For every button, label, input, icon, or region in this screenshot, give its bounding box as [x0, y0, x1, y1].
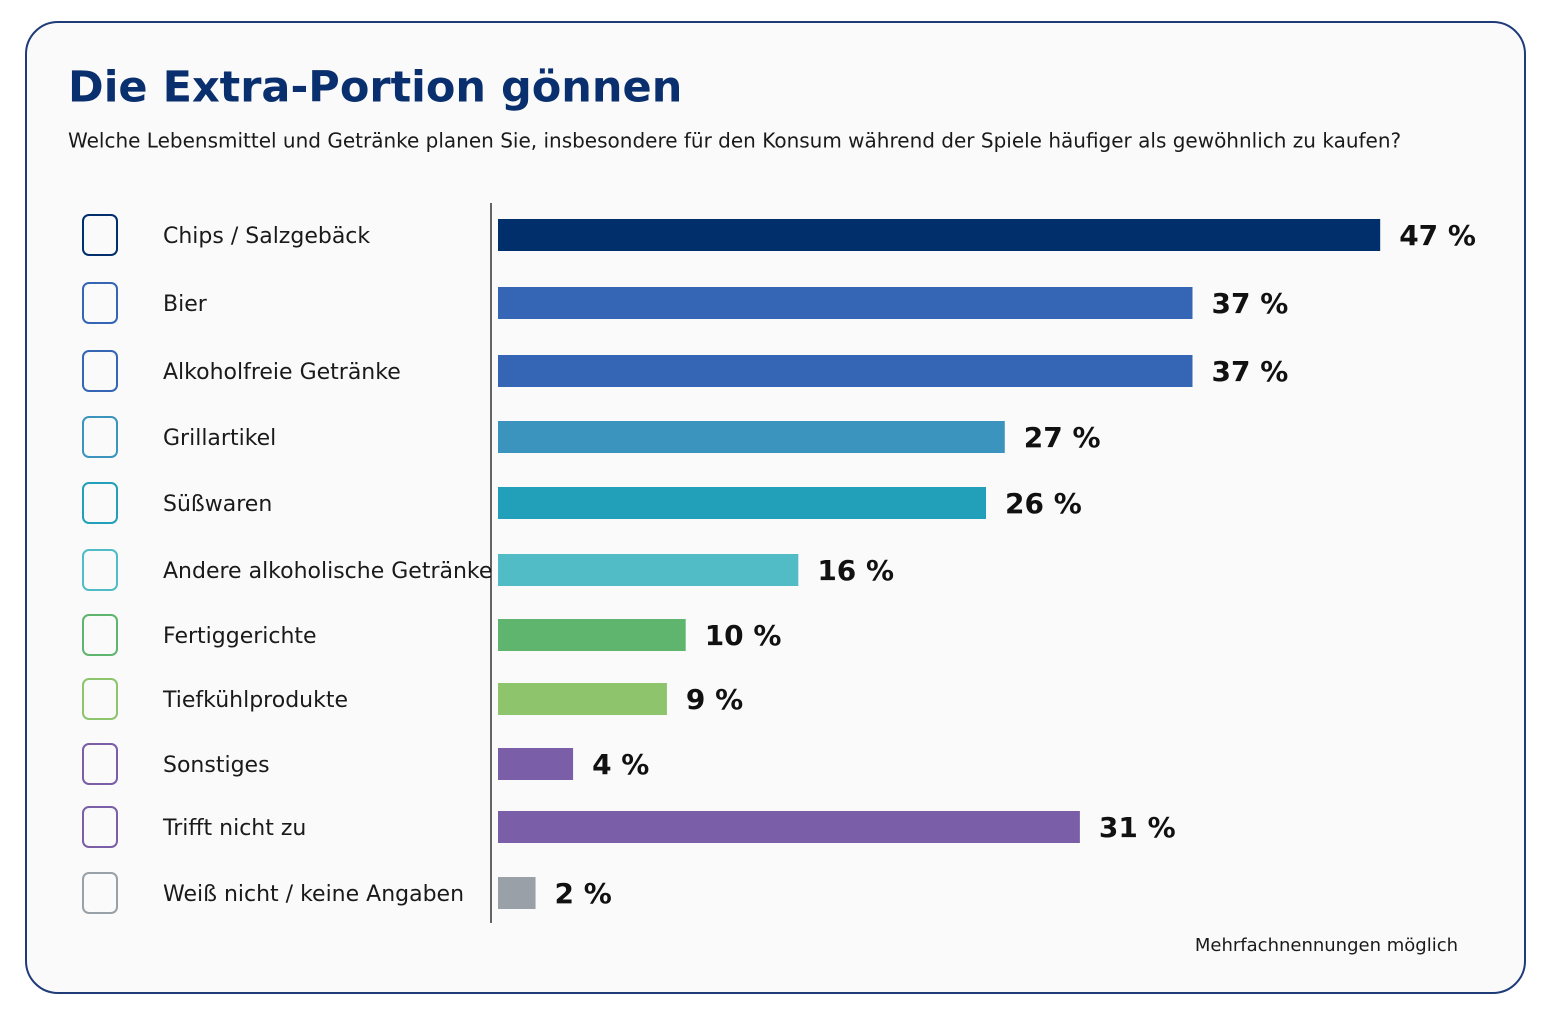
category-label: Weiß nicht / keine Angaben — [163, 882, 464, 907]
value-label: 4 % — [592, 748, 649, 781]
value-label: 37 % — [1211, 287, 1288, 320]
footnote: Mehrfachnennungen möglich — [1195, 935, 1458, 956]
category-label: Sonstiges — [163, 753, 270, 778]
bar — [498, 219, 1381, 251]
icon — [82, 806, 118, 848]
bar — [498, 748, 574, 780]
category-label: Süßwaren — [163, 492, 272, 517]
category-label: Fertiggerichte — [163, 624, 317, 649]
bar — [498, 619, 686, 651]
category-label: Bier — [163, 292, 208, 317]
icon — [82, 416, 118, 458]
bar — [498, 487, 987, 519]
category-label: Trifft nicht zu — [162, 816, 306, 841]
category-label: Andere alkoholische Getränke — [163, 559, 492, 584]
bar — [498, 421, 1005, 453]
icon — [82, 482, 118, 524]
value-label: 26 % — [1005, 487, 1082, 520]
category-label: Chips / Salzgebäck — [163, 224, 370, 249]
value-label: 27 % — [1024, 421, 1101, 454]
bar — [498, 683, 667, 715]
icon — [82, 743, 118, 785]
icon — [82, 282, 118, 324]
icon — [82, 614, 118, 656]
value-label: 9 % — [686, 683, 743, 716]
icon — [82, 872, 118, 914]
bar — [498, 287, 1193, 319]
category-label: Alkoholfreie Getränke — [163, 360, 401, 385]
value-label: 2 % — [555, 877, 612, 910]
bar — [498, 811, 1080, 843]
bar — [498, 877, 536, 909]
category-label: Grillartikel — [163, 426, 276, 451]
value-label: 16 % — [817, 554, 894, 587]
chart-subtitle: Welche Lebensmittel und Getränke planen … — [68, 129, 1401, 153]
value-label: 31 % — [1099, 811, 1176, 844]
icon — [82, 549, 118, 591]
bar — [498, 355, 1193, 387]
value-label: 37 % — [1211, 355, 1288, 388]
icon — [82, 678, 118, 720]
icon — [82, 350, 118, 392]
value-label: 10 % — [705, 619, 782, 652]
category-label: Tiefkühlprodukte — [162, 688, 348, 713]
icon — [82, 214, 118, 256]
bar — [498, 554, 799, 586]
value-label: 47 % — [1399, 219, 1476, 252]
chart-title: Die Extra-Portion gönnen — [68, 63, 682, 113]
